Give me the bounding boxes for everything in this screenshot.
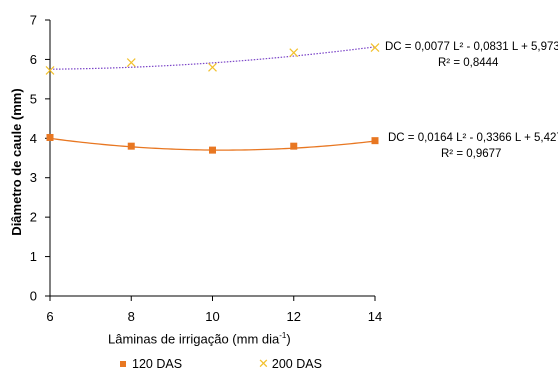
y-tick-label-0: 0 xyxy=(30,289,37,304)
x-axis-label-end: ) xyxy=(286,331,291,347)
legend-cross-marker-icon: ✕ xyxy=(258,356,269,371)
r-squared-200-das: R² = 0,8444 xyxy=(438,57,499,69)
x-tick-label-6: 6 xyxy=(46,309,53,324)
data-point-120-das-12 xyxy=(290,142,298,150)
data-point-200-das-8 xyxy=(126,58,136,68)
legend-label-200-das: 200 DAS xyxy=(271,357,322,371)
legend-item-120-das: 120 DAS xyxy=(120,357,182,371)
x-tick-label-14: 14 xyxy=(368,309,382,324)
data-point-120-das-6 xyxy=(46,133,54,141)
y-axis-title: Diâmetro de caule (mm) xyxy=(9,88,24,235)
x-axis-label-main: Lâminas de irrigação (mm dia xyxy=(108,331,280,347)
y-tick-label-5: 5 xyxy=(30,91,37,106)
data-point-200-das-14 xyxy=(370,43,380,53)
y-tick-label-3: 3 xyxy=(30,170,37,185)
data-point-200-das-6 xyxy=(45,66,55,75)
y-tick-label-2: 2 xyxy=(30,210,37,225)
equation-120-das: DC = 0,0164 L² - 0,3366 L + 5,4274 xyxy=(388,132,558,144)
x-tick-label-8: 8 xyxy=(128,309,135,324)
y-tick-label-4: 4 xyxy=(30,131,37,146)
legend-item-200-das: ✕ 200 DAS xyxy=(258,357,322,371)
data-point-200-das-10 xyxy=(208,62,217,72)
x-axis-label: Lâminas de irrigação (mm dia-1) xyxy=(108,331,291,346)
data-point-120-das-10 xyxy=(209,146,216,154)
data-point-120-das-14 xyxy=(371,137,379,145)
data-point-200-das-12 xyxy=(289,48,299,58)
equation-200-das: DC = 0,0077 L² - 0,0831 L + 5,9734 xyxy=(385,41,558,53)
y-tick-label-1: 1 xyxy=(30,249,37,264)
data-point-120-das-8 xyxy=(127,142,135,150)
x-axis-label-superscript: -1 xyxy=(279,331,287,340)
y-tick-label-7: 7 xyxy=(30,13,37,28)
trendline-200-das xyxy=(49,46,376,70)
legend-square-marker-icon xyxy=(120,361,126,367)
r-squared-120-das: R² = 0,9677 xyxy=(441,148,502,160)
x-tick-label-12: 12 xyxy=(287,309,301,324)
legend-label-120-das: 120 DAS xyxy=(132,357,183,371)
y-tick-label-6: 6 xyxy=(30,52,37,67)
x-tick-label-10: 10 xyxy=(205,309,219,324)
